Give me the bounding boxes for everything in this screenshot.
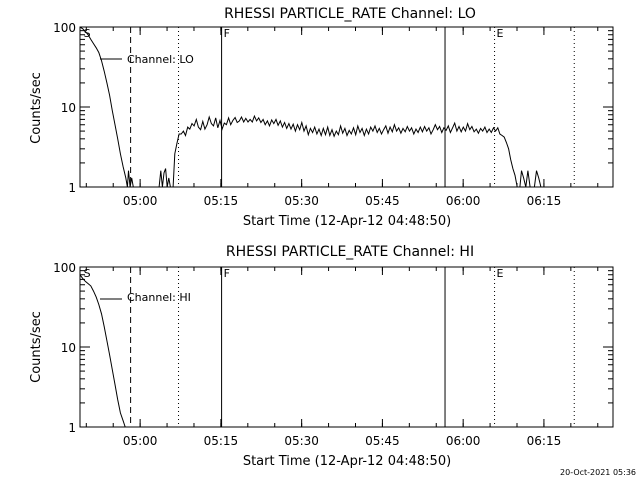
time-marker-label: F [224,27,230,40]
y-axis-label: Counts/sec [29,72,44,144]
time-marker-label: E [497,267,504,280]
y-tick-label: 100 [53,21,76,35]
series-line-segment [158,168,171,188]
y-tick-label: 100 [53,261,76,275]
x-axis-label: Start Time (12-Apr-12 04:48:50) [243,454,451,469]
x-tick-label: 06:00 [446,434,481,448]
y-tick-label: 10 [61,341,76,355]
x-tick-label: 05:30 [284,194,319,208]
time-marker-label: S [84,267,91,280]
legend-entry: Channel: LO [127,53,194,66]
footer-timestamp: 20-Oct-2021 05:36 [560,468,636,477]
x-tick-label: 06:00 [446,194,481,208]
chart-title: RHESSI PARTICLE_RATE Channel: HI [226,244,474,260]
time-marker-label: E [497,27,504,40]
y-tick-label: 1 [68,181,76,195]
x-tick-label: 05:15 [204,434,239,448]
x-tick-label: 05:45 [365,434,400,448]
x-tick-label: 06:15 [527,194,562,208]
x-tick-label: 05:15 [204,194,239,208]
x-tick-label: 05:00 [123,194,158,208]
series-line-segment [79,26,134,188]
x-tick-label: 05:00 [123,434,158,448]
x-tick-label: 05:30 [284,434,319,448]
panel-hi-channel: RHESSI PARTICLE_RATE Channel: HI Counts/… [29,244,614,469]
y-tick-label: 1 [68,421,76,435]
series-line-segment [172,114,518,188]
time-marker-label: F [224,267,230,280]
plot-frame [79,26,614,188]
chart-title: RHESSI PARTICLE_RATE Channel: LO [224,6,476,22]
panel-lo-channel: RHESSI PARTICLE_RATE Channel: LO Counts/… [29,6,614,229]
series-line-segment [79,274,126,428]
legend-entry: Channel: HI [127,291,191,304]
x-tick-label: 06:15 [527,434,562,448]
series-line-segment [533,170,542,188]
y-axis-label: Counts/sec [29,311,44,383]
x-tick-label: 05:45 [365,194,400,208]
y-tick-label: 10 [61,101,76,115]
series-line-segment [519,170,531,188]
x-axis-label: Start Time (12-Apr-12 04:48:50) [243,214,451,229]
